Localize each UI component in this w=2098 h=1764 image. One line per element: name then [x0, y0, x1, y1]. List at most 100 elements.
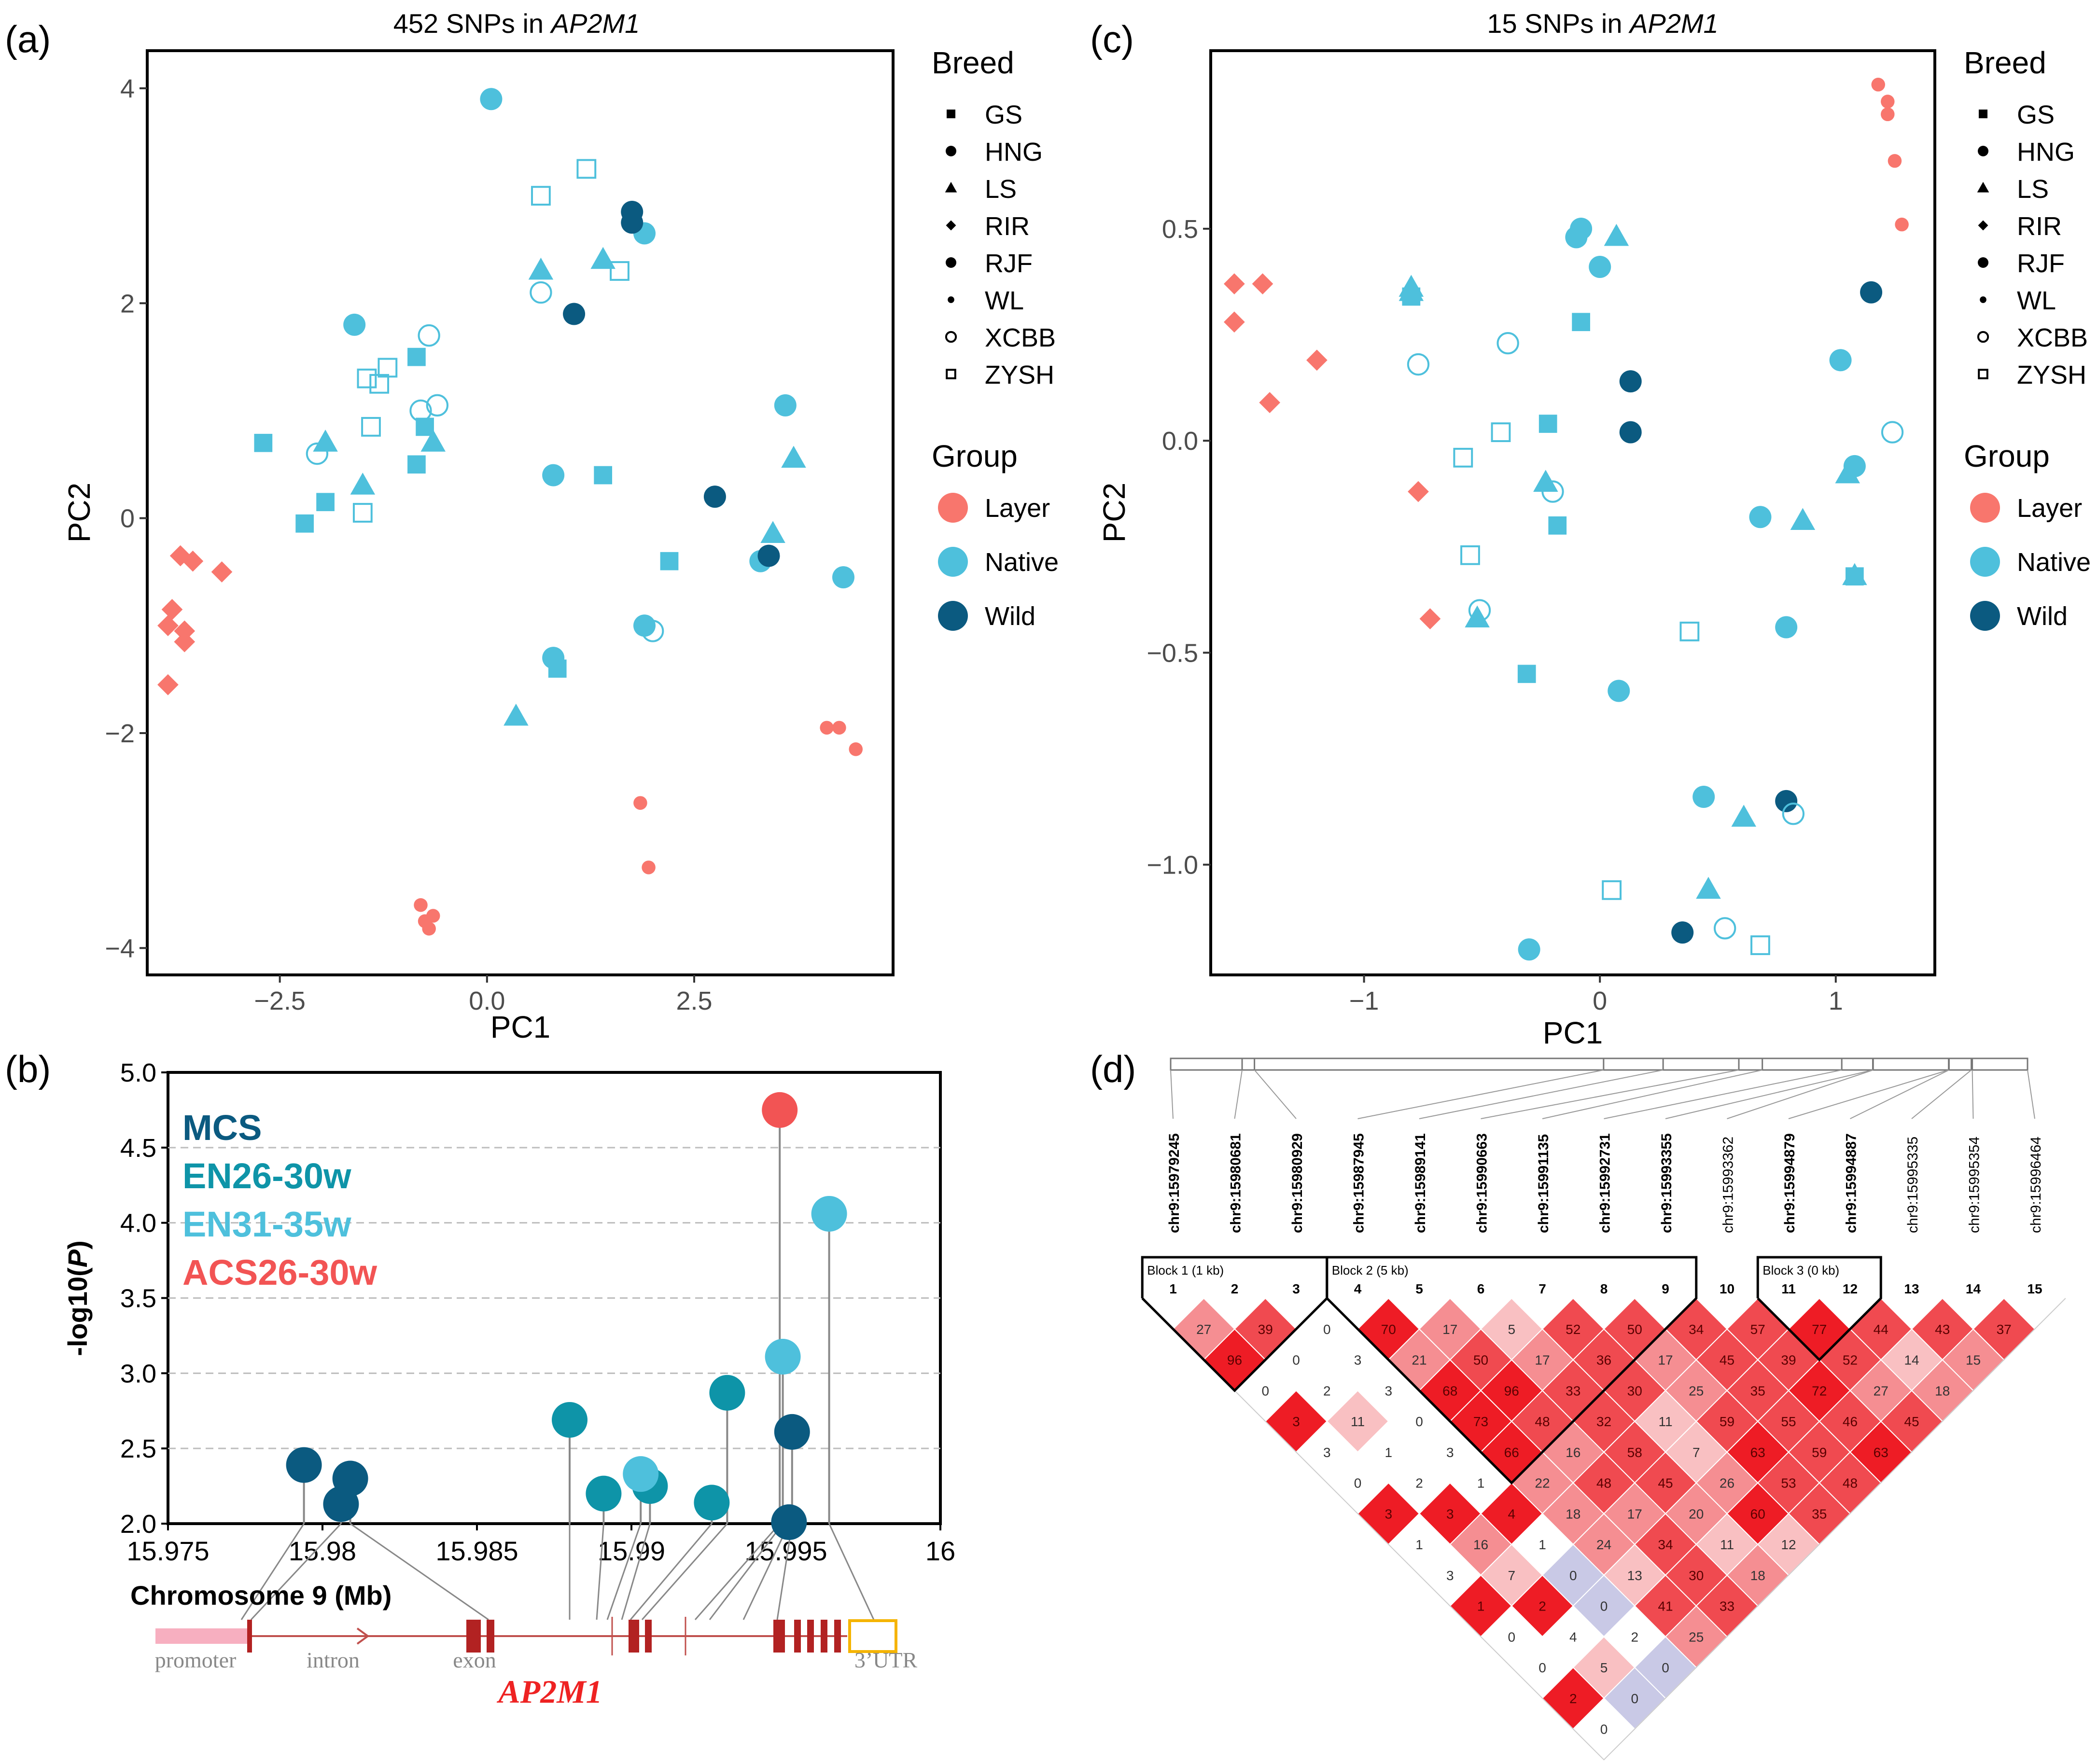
- legend-a-breed-label: HNG: [985, 138, 1043, 167]
- legend-a-breed-key-rir: [946, 220, 956, 231]
- panel-c-point-hng: [1775, 616, 1798, 639]
- ld-value: 1: [1385, 1445, 1392, 1460]
- panel-a-point-xcbb: [418, 324, 440, 347]
- ruler-connector: [1419, 1070, 1664, 1119]
- ld-value: 14: [1904, 1353, 1919, 1368]
- panel-b-connector: [828, 1523, 875, 1620]
- ld-value: 72: [1812, 1383, 1827, 1398]
- ld-value: 12: [1781, 1537, 1796, 1552]
- ld-value: 4: [1569, 1629, 1577, 1644]
- ld-value: 32: [1596, 1414, 1611, 1429]
- ld-value: 0: [1600, 1599, 1608, 1614]
- legend-c-breed-key-zysh: [1978, 369, 1988, 379]
- ld-value: 1: [1477, 1599, 1485, 1614]
- panel-b-trait-legend: MCS EN26-30w EN31-35w ACS26-30w: [182, 1108, 378, 1292]
- promoter-label: promoter: [155, 1648, 237, 1672]
- ld-value: 59: [1812, 1445, 1827, 1460]
- snp-label: chr9:15987945: [1351, 1133, 1367, 1233]
- panel-a-point-rir: [174, 631, 196, 653]
- panel-c-point-wl: [1881, 95, 1895, 109]
- ruler-connector: [1170, 1070, 1174, 1119]
- ruler-connector: [1972, 1070, 1974, 1119]
- legend-a-breed-label: RJF: [985, 249, 1033, 278]
- snp-index: 13: [1904, 1281, 1919, 1296]
- panel-a-point-gs: [316, 493, 335, 512]
- ld-value: 7: [1508, 1568, 1515, 1583]
- snp-label: chr9:15994879: [1782, 1133, 1798, 1233]
- panel-b-y-tick-label: 2.0: [120, 1510, 156, 1539]
- legend-a: Breed GS HNG LS RIR RJF WL XCBB ZYSH Group Layer Na…: [932, 45, 1059, 631]
- haplotype-block-outline: [1326, 1256, 1698, 1485]
- panel-a-point-wl: [414, 898, 428, 912]
- ld-value: 13: [1627, 1568, 1642, 1583]
- legend-c-breed-label: RJF: [2017, 249, 2065, 278]
- legend-a-breed-label: XCBB: [985, 323, 1056, 352]
- panel-b-x-tick-label: 15.98: [289, 1536, 356, 1566]
- panel-c-title: 15 SNPs in AP2M1: [1487, 8, 1718, 39]
- ld-value: 4: [1508, 1506, 1515, 1521]
- panel-b-point-mcs: [323, 1486, 359, 1522]
- ld-value: 16: [1473, 1537, 1488, 1552]
- ld-value: 17: [1658, 1353, 1673, 1368]
- ld-value: 68: [1442, 1383, 1457, 1398]
- panel-a-y-tick-label: 2: [120, 289, 135, 318]
- panel-label-d: (d): [1090, 1048, 1136, 1090]
- ld-value: 26: [1720, 1476, 1734, 1491]
- panel-c-point-hng: [1749, 506, 1772, 528]
- snp-label: chr9:15994887: [1844, 1133, 1860, 1233]
- snp-index: 6: [1477, 1281, 1485, 1296]
- panel-d-snp-labels: chr9:15979245 chr9:15980681 chr9:15980929 c…: [1166, 1133, 2044, 1233]
- panel-a-y-tick-label: −2: [105, 719, 135, 748]
- panel-c-point-wl: [1871, 78, 1885, 92]
- exon-box: [466, 1620, 481, 1653]
- legend-c-group-label: Layer: [2017, 494, 2082, 523]
- ld-value: 45: [1904, 1414, 1919, 1429]
- panel-b-connector: [596, 1523, 604, 1620]
- ld-value: 36: [1596, 1353, 1611, 1368]
- panel-a-point-gs: [660, 552, 679, 570]
- snp-label: chr9:15980681: [1228, 1133, 1244, 1233]
- legend-c-breed-title: Breed: [1964, 45, 2046, 80]
- ld-value: 5: [1508, 1322, 1515, 1337]
- panel-a-points: [157, 88, 863, 936]
- panel-c-point-hng: [1518, 938, 1540, 961]
- legend-a-breed-key-zysh: [946, 369, 956, 379]
- panel-a-point-ls: [528, 257, 554, 280]
- panel-a-point-gs: [594, 466, 613, 485]
- panel-c-point-ls: [1790, 508, 1816, 530]
- panel-a-point-rjf: [621, 211, 643, 234]
- panel-b-point-mcs: [774, 1414, 810, 1450]
- utr-label: 3’UTR: [854, 1648, 918, 1672]
- ld-value: 3: [1385, 1383, 1392, 1398]
- panel-b-point-en26-30w: [709, 1375, 745, 1411]
- ld-value: 2: [1323, 1383, 1331, 1398]
- ld-value: 1: [1477, 1476, 1485, 1491]
- panel-c-point-ls: [1533, 470, 1558, 492]
- panel-a-point-gs: [254, 433, 273, 452]
- ld-value: 52: [1843, 1353, 1858, 1368]
- panel-b-connector: [250, 1523, 342, 1621]
- panel-c-point-hng: [1829, 349, 1852, 372]
- panel-c-point-rir: [1224, 273, 1245, 294]
- ld-value: 3: [1323, 1445, 1331, 1460]
- legend-a-breed-label: GS: [985, 100, 1022, 129]
- panel-c-point-zysh: [1491, 422, 1511, 442]
- ld-value: 45: [1720, 1353, 1734, 1368]
- exon-box: [629, 1620, 639, 1653]
- panel-b-point-en26-30w: [552, 1402, 587, 1438]
- ld-value: 77: [1812, 1322, 1827, 1337]
- panel-a-point-xcbb: [642, 620, 664, 642]
- panel-a-point-hng: [480, 88, 503, 111]
- exon-box: [834, 1620, 841, 1653]
- intron-label: intron: [307, 1648, 360, 1672]
- panel-c-point-xcbb: [1881, 421, 1904, 444]
- ld-value: 21: [1412, 1353, 1427, 1368]
- panel-a-x-tick-label: −2.5: [254, 986, 306, 1015]
- snp-index: 1: [1169, 1281, 1177, 1296]
- panel-c-point-ls: [1696, 876, 1721, 899]
- ld-value: 0: [1631, 1691, 1638, 1706]
- ld-value: 70: [1381, 1322, 1396, 1337]
- ld-value: 43: [1935, 1322, 1950, 1337]
- panel-a-point-zysh: [610, 261, 629, 281]
